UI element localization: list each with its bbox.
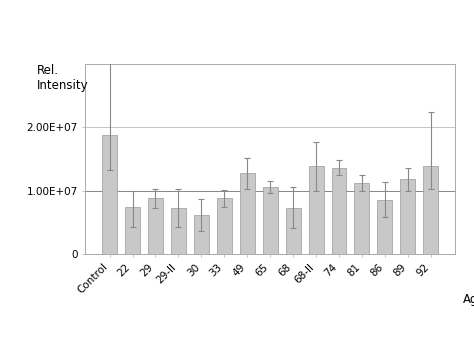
Bar <box>331 168 346 254</box>
Bar <box>194 215 209 254</box>
Bar <box>423 167 438 254</box>
Text: Age: Age <box>464 293 474 306</box>
Bar <box>240 173 255 254</box>
Bar <box>125 207 140 254</box>
Bar <box>171 208 186 254</box>
Bar <box>148 198 163 254</box>
Bar <box>355 183 369 254</box>
Bar <box>401 179 415 254</box>
Bar <box>286 208 301 254</box>
Text: Rel.
Intensity: Rel. Intensity <box>37 64 89 91</box>
Bar <box>377 199 392 254</box>
Bar <box>217 198 232 254</box>
Bar <box>309 167 324 254</box>
Bar <box>102 135 117 254</box>
Bar <box>263 187 278 254</box>
